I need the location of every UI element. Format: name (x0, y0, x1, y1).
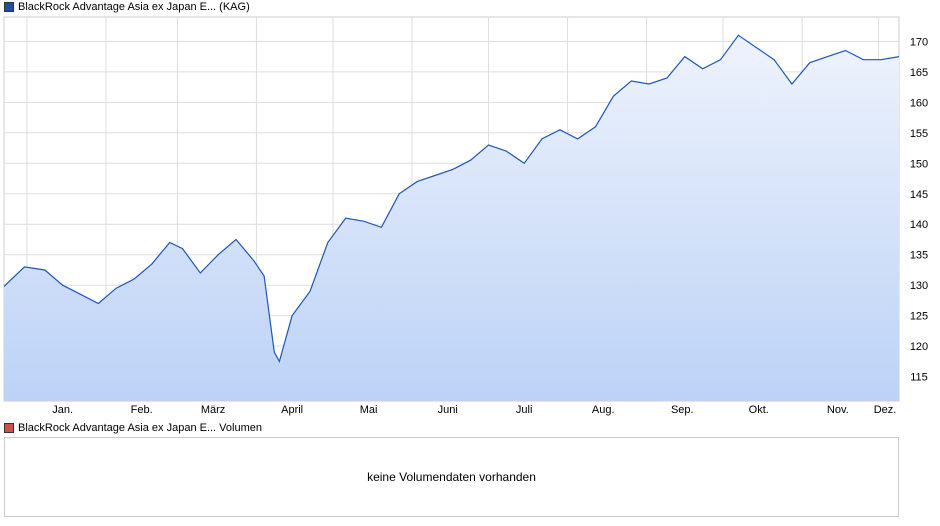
y-tick-label: 120 (910, 341, 928, 353)
x-tick-label: Aug. (592, 404, 615, 416)
y-tick-label: 115 (910, 372, 928, 384)
x-tick-label: Okt. (749, 404, 769, 416)
price-line (3, 34, 900, 363)
x-tick-label: Dez. (874, 404, 897, 416)
x-tick-label: Nov. (827, 404, 849, 416)
x-tick-label: Juli (516, 404, 533, 416)
price-legend-label: BlackRock Advantage Asia ex Japan E... (… (18, 1, 250, 13)
x-tick-label: Jan. (52, 404, 73, 416)
price-area (4, 35, 899, 402)
y-tick-label: 130 (910, 280, 928, 292)
x-tick-label: Sep. (671, 404, 694, 416)
x-tick-label: Mai (360, 404, 378, 416)
x-axis: Jan. Feb. März April Mai Juni Juli Aug. Sep. Okt.… (52, 404, 896, 416)
volume-legend-label: BlackRock Advantage Asia ex Japan E... V… (18, 422, 262, 434)
price-chart: 115 120 125 130 135 140 145 150 155 160 165 170 Jan… (3, 16, 928, 416)
x-tick-label: März (201, 404, 225, 416)
y-tick-label: 140 (910, 219, 928, 231)
volume-empty-message: keine Volumendaten vorhanden (367, 470, 536, 484)
volume-panel: keine Volumendaten vorhanden (4, 437, 899, 517)
x-tick-label: Feb. (131, 404, 153, 416)
y-tick-label: 165 (910, 67, 928, 79)
price-legend: BlackRock Advantage Asia ex Japan E... (… (4, 0, 250, 14)
y-axis: 115 120 125 130 135 140 145 150 155 160 165 170 (910, 36, 928, 383)
y-tick-label: 125 (910, 311, 928, 323)
y-tick-label: 150 (910, 158, 928, 170)
y-tick-label: 155 (910, 128, 928, 140)
volume-legend-swatch (4, 423, 14, 433)
volume-legend: BlackRock Advantage Asia ex Japan E... V… (4, 421, 262, 435)
y-tick-label: 160 (910, 97, 928, 109)
y-tick-label: 135 (910, 250, 928, 262)
y-tick-label: 170 (910, 36, 928, 48)
price-legend-swatch (4, 2, 14, 12)
x-tick-label: April (281, 404, 303, 416)
x-tick-label: Juni (438, 404, 458, 416)
y-tick-label: 145 (910, 189, 928, 201)
